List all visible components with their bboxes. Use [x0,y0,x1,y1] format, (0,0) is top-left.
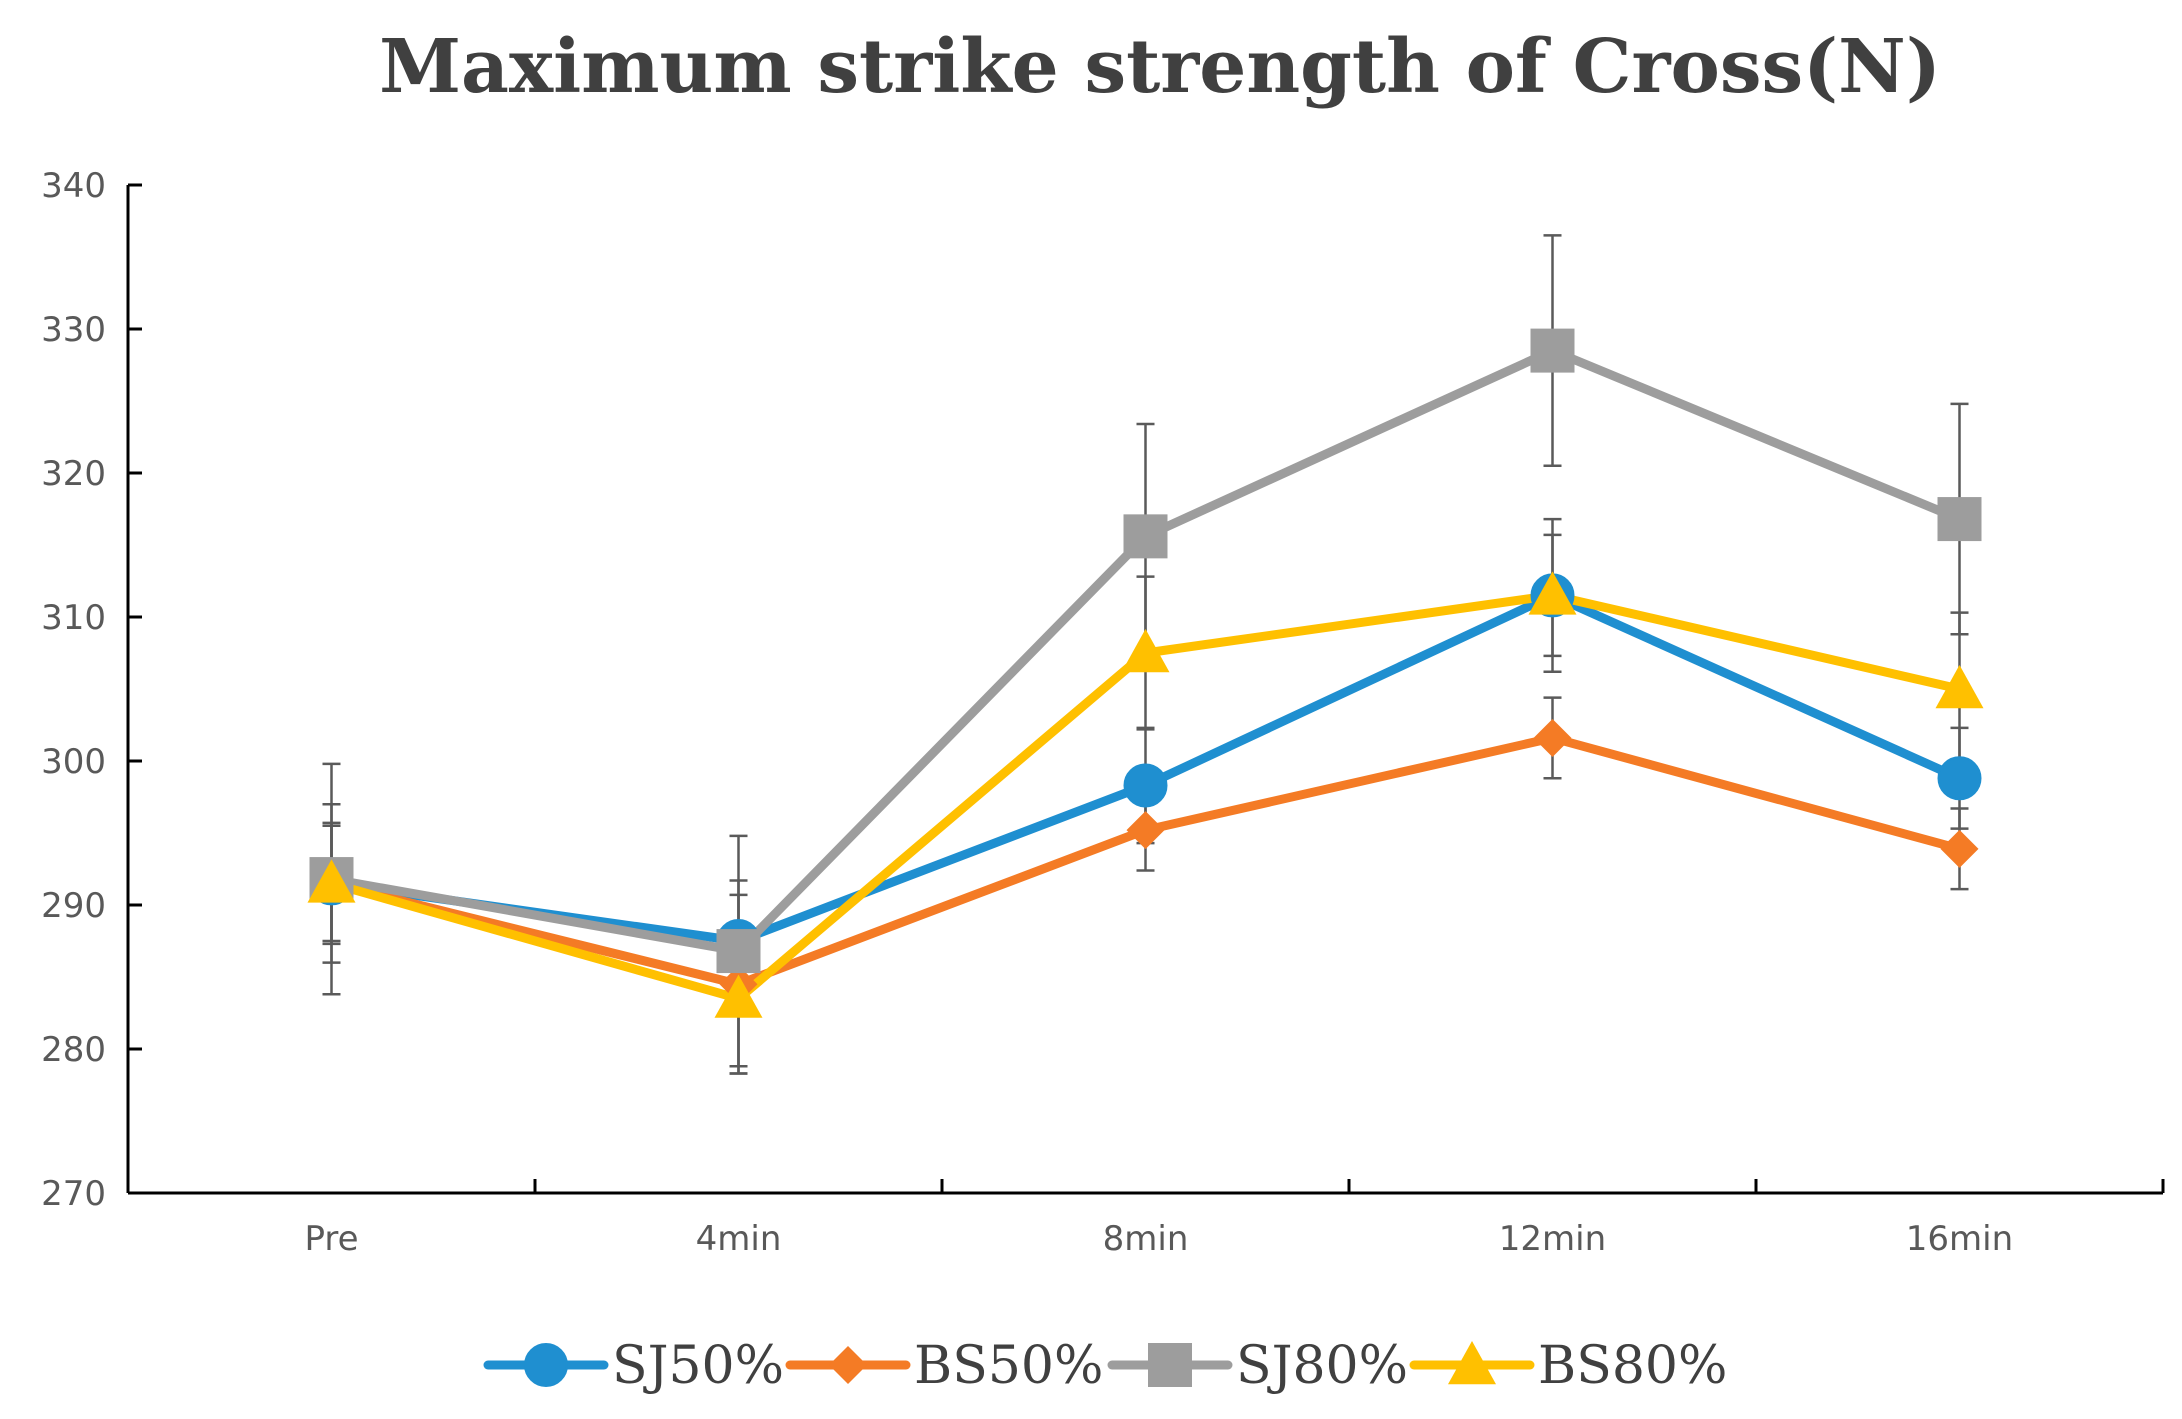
series-markers [307,328,1984,1018]
legend-label-bs50: BS50% [914,1336,1103,1396]
legend-marker-bs80 [1448,1341,1496,1385]
y-tick-label: 290 [41,886,106,926]
y-tick-label: 340 [41,166,106,206]
data-point-sj80 [1123,514,1168,559]
data-point-sj50 [1937,756,1982,801]
data-point-sj50 [1123,763,1168,808]
x-tick-label: 8min [1103,1219,1189,1259]
data-point-sj80 [1937,497,1982,542]
legend[interactable]: SJ50% BS50% SJ80% BS80% [483,1336,1727,1396]
data-point-bs50 [1940,829,1979,868]
chart-title: Maximum strike strength of Cross(N) [379,24,1941,110]
data-point-bs50 [1533,718,1572,757]
legend-label-bs80: BS80% [1538,1336,1727,1396]
data-point-bs80 [307,859,356,903]
y-tick-label: 330 [41,310,106,350]
legend-label-sj50: SJ50% [612,1336,784,1396]
data-point-bs80 [1935,665,1984,709]
legend-marker-sj80 [1148,1343,1192,1387]
legend-item-bs50[interactable]: BS50% [785,1336,1103,1396]
legend-marker-bs50 [829,1346,867,1384]
data-point-sj80 [716,929,761,974]
legend-item-bs80[interactable]: BS80% [1409,1336,1727,1396]
data-point-sj80 [1530,328,1575,373]
x-tick-label: 12min [1499,1219,1606,1259]
y-tick-label: 270 [41,1174,106,1214]
y-tick-label: 320 [41,454,106,494]
y-tick-label: 280 [41,1030,106,1070]
data-point-bs50 [1126,811,1165,850]
data-point-bs80 [1528,571,1577,615]
x-tick-label: 16min [1906,1219,2013,1259]
legend-marker-sj50 [524,1343,568,1387]
legend-label-sj80: SJ80% [1236,1336,1408,1396]
x-tick-label: Pre [304,1219,358,1259]
data-point-bs80 [1121,629,1170,673]
axes: 270 280 290 300 310 320 330 340 Pre 4min 8min 12min… [41,166,2165,1259]
legend-item-sj50[interactable]: SJ50% [483,1336,784,1396]
data-point-bs80 [714,974,763,1018]
legend-item-sj80[interactable]: SJ80% [1107,1336,1408,1396]
x-tick-label: 4min [696,1219,782,1259]
y-tick-label: 310 [41,598,106,638]
y-tick-label: 300 [41,742,106,782]
